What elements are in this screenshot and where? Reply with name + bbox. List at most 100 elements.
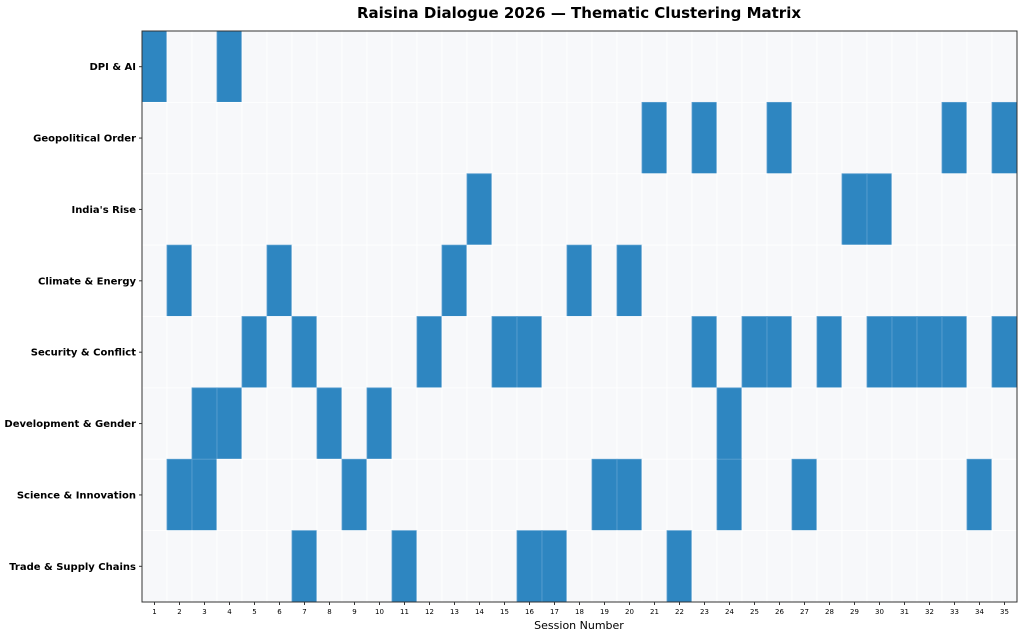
heatmap-cell [866, 244, 893, 317]
heatmap-cell [691, 30, 718, 103]
heatmap-cell [266, 101, 293, 175]
heatmap-cell [916, 387, 943, 460]
heatmap-cell-active [941, 316, 968, 389]
heatmap-cell [616, 316, 643, 389]
heatmap-cell [591, 316, 618, 389]
heatmap-cell [166, 101, 193, 175]
x-tick-label: 25 [750, 608, 759, 616]
heatmap-cell-active [341, 458, 368, 532]
heatmap-cell [516, 173, 543, 246]
heatmap-cell-active [616, 458, 643, 532]
heatmap-cell [341, 244, 368, 317]
heatmap-cell [141, 173, 168, 246]
heatmap-cell [866, 387, 893, 460]
heatmap-cell [816, 458, 843, 532]
heatmap-cell [916, 101, 943, 175]
y-tick-labels: DPI & AI Geopolitical Order India's Rise Cl… [4, 62, 142, 573]
heatmap-cell-active [216, 387, 243, 460]
heatmap-cell [316, 530, 343, 603]
heatmap-cell [341, 30, 368, 103]
heatmap-cell-active [516, 530, 543, 603]
heatmap-cell [591, 30, 618, 103]
y-tick-label: Science & Innovation [17, 490, 136, 501]
heatmap-cell [266, 316, 293, 389]
heatmap-cell [941, 530, 968, 603]
heatmap-cell [366, 30, 393, 103]
heatmap-cell [566, 530, 593, 603]
heatmap-cell [441, 530, 468, 603]
heatmap-cell [566, 173, 593, 246]
heatmap-cell [216, 173, 243, 246]
heatmap-cell [341, 101, 368, 175]
heatmap-cell [541, 101, 568, 175]
heatmap-cell [191, 530, 218, 603]
heatmap-cell [691, 387, 718, 460]
heatmap-cell [941, 173, 968, 246]
y-tick-label: Climate & Energy [38, 276, 136, 287]
x-tick-label: 11 [400, 608, 409, 616]
heatmap-cell [316, 173, 343, 246]
x-tick-label: 20 [625, 608, 634, 616]
heatmap-cell [741, 530, 768, 603]
heatmap-cell [716, 173, 743, 246]
heatmap-cell-active [416, 316, 443, 389]
heatmap-cell-active [741, 316, 768, 389]
heatmap-cell [516, 30, 543, 103]
chart-title: Raisina Dialogue 2026 — Thematic Cluster… [357, 4, 801, 22]
heatmap-cell-active [391, 530, 418, 603]
heatmap-cell-active [316, 387, 343, 460]
heatmap-cell [691, 530, 718, 603]
heatmap-cell [241, 244, 268, 317]
heatmap-cell-active [691, 101, 718, 175]
heatmap-cell [766, 387, 793, 460]
heatmap-cell [291, 101, 318, 175]
heatmap-cell [416, 458, 443, 532]
heatmap-cell [366, 458, 393, 532]
heatmap-cell [616, 101, 643, 175]
heatmap-cell [541, 458, 568, 532]
heatmap-cell [466, 458, 493, 532]
heatmap-cell [966, 101, 993, 175]
heatmap-cell-active [616, 244, 643, 317]
x-tick-label: 16 [525, 608, 534, 616]
heatmap-cell [216, 530, 243, 603]
heatmap-cell-active [466, 173, 493, 246]
heatmap-cell [716, 244, 743, 317]
heatmap-cell-active [991, 316, 1018, 389]
heatmap-cell-active [866, 316, 893, 389]
heatmap-cell [266, 387, 293, 460]
heatmap-cell [266, 173, 293, 246]
heatmap-cell [591, 530, 618, 603]
heatmap-cell [241, 530, 268, 603]
heatmap-cell [141, 387, 168, 460]
heatmap-cell [416, 244, 443, 317]
heatmap-cell [966, 244, 993, 317]
x-tick-label: 8 [327, 608, 331, 616]
heatmap-cell [316, 458, 343, 532]
heatmap-cell [716, 30, 743, 103]
heatmap-cell [641, 458, 668, 532]
x-tick-label: 15 [500, 608, 509, 616]
x-tick-label: 28 [825, 608, 834, 616]
heatmap-cell [141, 316, 168, 389]
x-axis-label: Session Number [534, 619, 624, 632]
heatmap-cell [416, 530, 443, 603]
x-tick-label: 23 [700, 608, 709, 616]
heatmap-cell [841, 30, 868, 103]
y-tick-label: Trade & Supply Chains [9, 562, 136, 573]
x-tick-label: 2 [177, 608, 181, 616]
heatmap-cell [491, 173, 518, 246]
heatmap-cell [491, 458, 518, 532]
heatmap-cell [916, 244, 943, 317]
heatmap-cell [566, 30, 593, 103]
heatmap-cell [216, 244, 243, 317]
heatmap-cell [941, 244, 968, 317]
heatmap-cell-active [216, 30, 243, 103]
heatmap-cell [366, 101, 393, 175]
heatmap-cell [591, 244, 618, 317]
heatmap-cell [516, 387, 543, 460]
heatmap-cell [891, 530, 918, 603]
heatmap-cell [191, 101, 218, 175]
heatmap-cell-active [516, 316, 543, 389]
heatmap-cell [641, 30, 668, 103]
